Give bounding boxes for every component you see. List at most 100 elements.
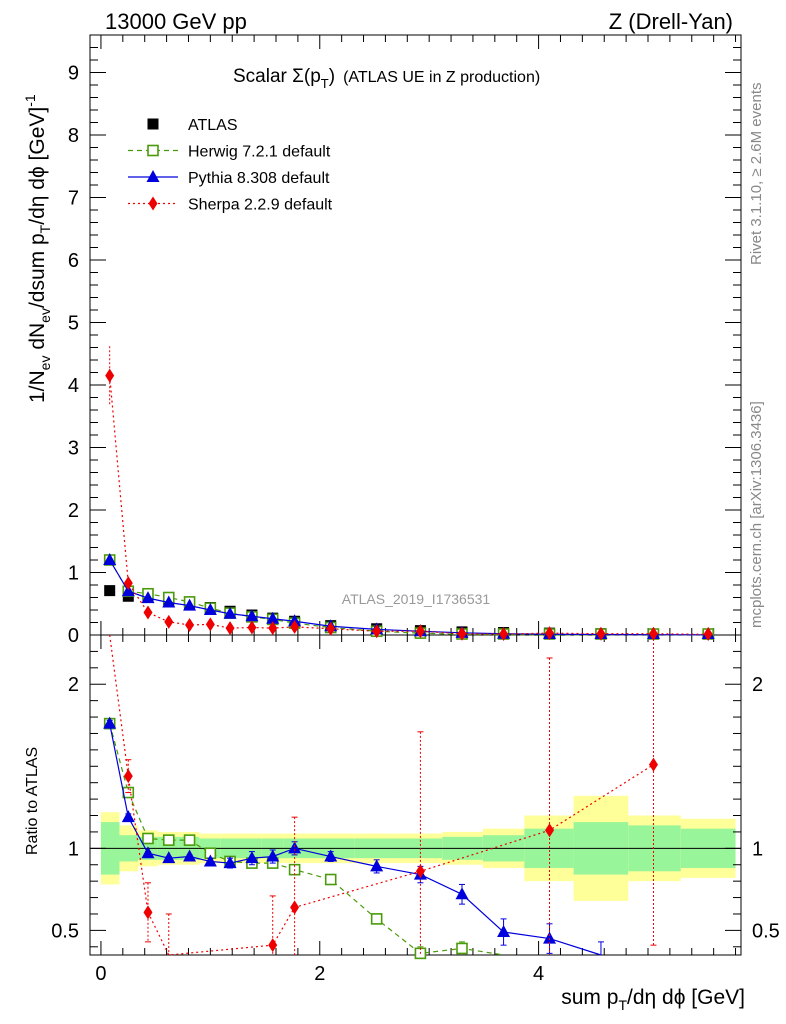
ratio-data-point xyxy=(103,716,117,729)
ratio-y-axis-label: Ratio to ATLAS xyxy=(24,747,41,855)
ratio-data-point xyxy=(543,931,557,944)
ratio-data-point xyxy=(123,769,133,784)
ratio-y-tick-label: 0.5 xyxy=(752,920,780,942)
ratio-data-point xyxy=(142,832,154,845)
ratio-data-point xyxy=(456,942,468,955)
ratio-data-point xyxy=(324,873,337,886)
main-data-point xyxy=(185,618,195,632)
main-data-point xyxy=(205,617,215,632)
reference-uncertainty-bands xyxy=(90,795,741,901)
ratio-data-point xyxy=(415,864,425,879)
ratio-series-line xyxy=(109,723,504,956)
rivet-version-label: Rivet 3.1.10, ≥ 2.6M events xyxy=(748,83,765,266)
y-tick-label: 9 xyxy=(68,63,79,85)
main-data-point xyxy=(457,626,467,641)
ratio-data-point xyxy=(162,834,175,846)
chart-title: Scalar Σ(pT) (ATLAS UE in Z production) xyxy=(233,66,540,91)
header-collision-label: 13000 GeV pp xyxy=(105,9,247,34)
ratio-data-point xyxy=(455,887,469,900)
y-tick-label: 7 xyxy=(68,188,79,210)
ratio-data-point xyxy=(268,938,278,953)
main-data-point xyxy=(103,553,117,565)
ratio-y-tick-label: 2 xyxy=(752,674,763,696)
main-y-axis-label: 1/Nev dNev/dsum pT/dη dϕ [GeV]-1 xyxy=(22,94,53,403)
legend-label: ATLAS xyxy=(188,117,238,134)
x-axis-label: sum pT/dη dϕ [GeV] xyxy=(561,986,745,1013)
ratio-y-tick-label: 1 xyxy=(68,838,79,860)
legend-marker xyxy=(148,196,158,211)
y-tick-label: 5 xyxy=(68,313,79,335)
main-data-point xyxy=(203,603,217,615)
main-data-point xyxy=(164,614,174,629)
legend-marker xyxy=(146,170,160,182)
y-tick-label: 3 xyxy=(68,438,79,460)
main-data-point xyxy=(123,576,133,591)
legend-label: Sherpa 2.2.9 default xyxy=(188,197,333,214)
ratio-data-point xyxy=(121,810,135,823)
legend: ATLAS Herwig 7.2.1 default Pythia 8.308 de… xyxy=(128,117,333,214)
mcplots-credit-label: mcplots.cern.ch [arXiv:1306.3436] xyxy=(748,401,765,628)
main-data-point xyxy=(268,621,278,636)
main-data-point xyxy=(596,626,606,641)
main-data-point xyxy=(415,624,425,639)
y-tick-label: 8 xyxy=(68,125,79,147)
header-process-label: Z (Drell-Yan) xyxy=(609,9,733,34)
ratio-data-point xyxy=(162,851,176,864)
main-data-point xyxy=(143,605,153,620)
y-tick-label: 0 xyxy=(68,625,79,647)
legend-label: Pythia 8.308 default xyxy=(188,170,330,187)
main-data-point xyxy=(372,624,382,639)
ratio-y-tick-label: 2 xyxy=(68,674,79,696)
y-tick-label: 2 xyxy=(68,500,79,522)
y-tick-label: 6 xyxy=(68,250,79,272)
ratio-y-tick-label: 1 xyxy=(752,838,763,860)
ratio-data-point xyxy=(266,849,280,862)
main-data-point xyxy=(225,621,235,636)
analysis-watermark: ATLAS_2019_I1736531 xyxy=(342,591,491,607)
main-data-point xyxy=(545,626,555,641)
ratio-data-point xyxy=(143,905,153,920)
y-tick-label: 4 xyxy=(68,375,79,397)
ratio-data-point xyxy=(290,900,300,915)
ratio-data-point xyxy=(141,846,155,859)
main-data-point xyxy=(141,591,155,604)
ratio-data-point xyxy=(245,851,259,864)
ratio-data-point xyxy=(223,856,237,869)
ratio-series-line xyxy=(109,634,654,956)
ratio-data-point xyxy=(203,854,217,867)
main-data-point xyxy=(162,595,176,608)
ratio-data-point xyxy=(497,925,511,938)
main-data-point xyxy=(326,621,336,636)
main-data-point xyxy=(121,584,135,597)
main-data-point xyxy=(499,627,509,641)
ratio-data-point xyxy=(648,757,658,772)
ratio-panel-frame xyxy=(89,634,742,956)
main-data-point xyxy=(290,619,300,634)
ratio-y-tick-label: 0.5 xyxy=(51,920,79,942)
main-data-point xyxy=(247,620,257,635)
ratio-data-point xyxy=(545,823,555,838)
x-tick-label: 0 xyxy=(95,963,106,985)
main-data-point xyxy=(223,606,237,619)
ratio-data-point xyxy=(183,834,196,846)
main-data-point xyxy=(245,609,259,622)
main-data-point xyxy=(104,585,116,597)
ratio-data-point xyxy=(370,859,384,872)
ratio-data-point xyxy=(288,841,302,854)
ratio-series-layer xyxy=(103,634,658,960)
ratio-data-point xyxy=(183,849,197,862)
ratio-data-point xyxy=(370,913,383,925)
x-tick-label: 2 xyxy=(314,963,325,985)
legend-label: Herwig 7.2.1 default xyxy=(188,144,331,161)
ratio-data-point xyxy=(324,849,338,862)
legend-marker xyxy=(147,118,159,130)
main-data-point xyxy=(266,611,280,624)
y-tick-label: 1 xyxy=(68,563,79,585)
x-tick-label: 4 xyxy=(533,963,544,985)
legend-marker xyxy=(147,144,159,157)
main-data-point xyxy=(648,626,658,641)
axis-tick-labels: 0 2 4 0 1 2 3 4 5 6 7 8 9 0.5 0.5 1 1 2 2 xyxy=(51,63,780,986)
main-series-layer xyxy=(103,346,715,641)
